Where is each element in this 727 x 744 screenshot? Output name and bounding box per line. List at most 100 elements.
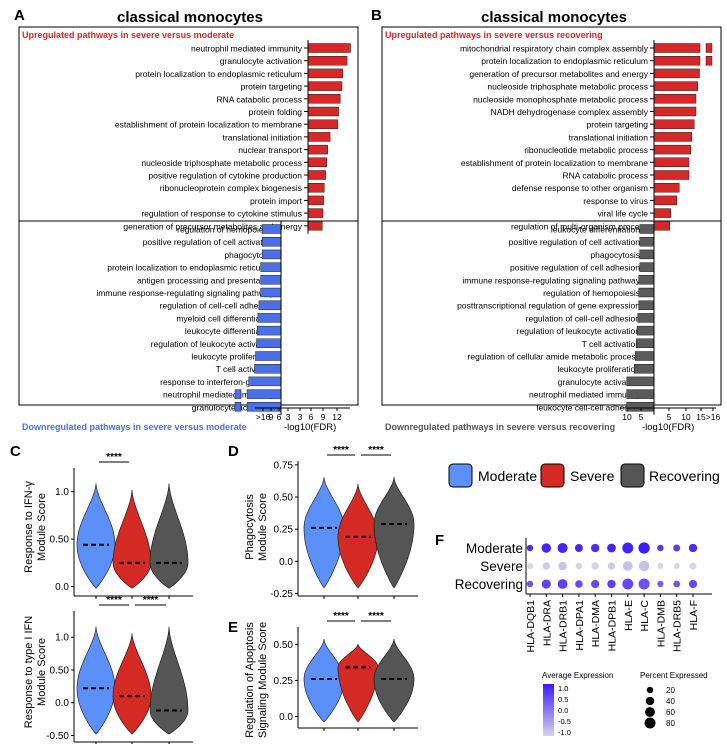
dotplot-row-label: Recovering — [455, 577, 523, 592]
dotplot-dot — [591, 543, 600, 553]
legend-recovering-swatch — [620, 463, 645, 488]
x-tick-label: 6 — [309, 412, 314, 422]
up-pathway-label: protein targeting — [587, 120, 649, 130]
down-bar — [248, 376, 282, 387]
up-pathway-label: defense response to other organism — [512, 183, 648, 193]
legend-moderate-label: Moderate — [478, 468, 537, 484]
x-tick-label: 3 — [298, 412, 303, 422]
dotplot-dot — [607, 543, 616, 553]
down-pathway-label: neutrophil mediated immunity — [163, 390, 275, 400]
up-pathway-label: NADH dehydrogenase complex assembly — [491, 107, 649, 117]
up-bar — [307, 106, 339, 117]
up-bar — [307, 43, 351, 53]
down-bar — [260, 287, 282, 298]
violin-y-tick-label: 0.50 — [50, 665, 70, 676]
dotplot-dot — [673, 563, 680, 569]
down-pathway-label: leukocyte differentiation — [185, 326, 274, 336]
dotplot-dot — [607, 579, 616, 589]
size-legend: 20 40 60 80 — [644, 686, 675, 729]
x-tick-label: 9 — [269, 412, 274, 422]
violin-moderate — [303, 639, 345, 723]
dotplot-dot — [591, 562, 599, 570]
panel-b-title: classical monocytes — [481, 9, 627, 26]
dotplot-dot — [574, 544, 583, 552]
down-pathway-label: leukocyte cell-cell adhesion — [537, 402, 641, 412]
group-legend: Moderate Severe Recovering — [448, 463, 720, 488]
down-pathway-label: positive regulation of cell adhesion — [510, 263, 640, 273]
significance-label: **** — [368, 445, 384, 456]
violin-recovering — [149, 626, 189, 735]
down-bar — [637, 313, 655, 323]
down-pathway-label: positive regulation of cell activation — [143, 237, 275, 247]
down-pathway-label: regulation of leukocyte activation — [151, 339, 275, 349]
dotplot-dot — [638, 560, 650, 572]
down-pathway-label: immune response-regulating signaling pat… — [96, 288, 274, 298]
dotplot-dot — [542, 562, 551, 570]
down-bar — [262, 236, 282, 247]
up-pathway-label: neutrophil mediated immunity — [191, 44, 303, 54]
dotplot-row-label: Severe — [480, 559, 523, 574]
panel-d-letter: D — [228, 443, 239, 460]
dotplot-col-label: HLA-F — [688, 600, 700, 630]
down-bar — [639, 262, 655, 272]
up-pathway-label: nucleoside monophosphate metabolic proce… — [473, 94, 648, 104]
significance-label: **** — [106, 595, 122, 606]
violin-y-tick-label: 0.50 — [274, 640, 294, 651]
violin-y-tick-label: 0.25 — [274, 525, 294, 536]
down-bar — [262, 224, 282, 234]
up-pathway-label: establishment of protein localization to… — [461, 158, 648, 168]
dotplot-dot — [638, 542, 650, 554]
size-legend-dot — [646, 686, 654, 694]
down-bar — [257, 325, 282, 336]
dotplot-dot — [541, 543, 552, 553]
up-bar — [307, 132, 331, 142]
dotplot-dot — [557, 542, 568, 554]
up-bar — [307, 68, 343, 79]
up-bar — [653, 195, 677, 206]
down-pathway-label: myeloid cell differentiation — [176, 313, 274, 323]
panel-a-title: classical monocytes — [117, 9, 263, 26]
down-bar — [638, 275, 655, 285]
color-legend-tick: 0.5 — [558, 695, 568, 704]
size-legend-label: 40 — [666, 697, 675, 706]
legend-severe-label: Severe — [570, 468, 615, 484]
up-pathway-label: RNA catabolic process — [562, 171, 648, 181]
up-pathway-label: regulation of response to cytokine stimu… — [141, 209, 302, 219]
down-bar — [254, 364, 282, 374]
up-pathway-label: response to virus — [583, 196, 648, 206]
up-pathway-label: translational initiation — [223, 132, 303, 142]
up-pathway-label: nucleoside triphosphate metabolic proces… — [487, 82, 648, 92]
down-bar — [257, 313, 282, 323]
up-pathway-label: granulocyte activation — [220, 56, 302, 66]
dotplot-dot — [575, 562, 583, 570]
x-tick-label: 3 — [286, 412, 291, 422]
color-legend-tick: 1.0 — [558, 684, 568, 693]
down-pathway-label: leukocyte proliferation — [557, 364, 640, 374]
up-bar — [653, 221, 670, 231]
up-pathway-label: protein folding — [249, 107, 303, 117]
color-legend-bar — [543, 684, 554, 736]
x-tick-label: 6 — [277, 412, 282, 422]
down-pathway-label: regulation of cell-cell adhesion — [526, 313, 641, 323]
down-bar — [260, 262, 282, 272]
down-bar — [636, 338, 655, 348]
significance-label: **** — [143, 595, 159, 606]
panel-e-letter: E — [228, 619, 238, 636]
up-bar — [653, 208, 671, 218]
down-pathway-label: T cell activation — [216, 364, 275, 374]
color-legend-tick: -0.5 — [558, 717, 571, 726]
violin-y-tick-label: 0.0 — [55, 582, 69, 593]
dotplot-dot — [673, 580, 681, 588]
up-bar — [653, 43, 701, 53]
violin-recovering — [373, 477, 415, 589]
down-bar — [260, 275, 282, 285]
size-legend-label: 80 — [666, 719, 675, 728]
panel-c-letter: C — [10, 443, 21, 460]
down-pathway-label: posttranscriptional regulation of gene e… — [457, 301, 640, 311]
up-bar — [307, 94, 341, 104]
dotplot-col-label: HLA-C — [639, 600, 651, 632]
dotplot-col-label: HLA-DPA1 — [574, 600, 586, 651]
down-pathway-label: T cell activation — [582, 339, 641, 349]
down-bar — [626, 389, 655, 399]
